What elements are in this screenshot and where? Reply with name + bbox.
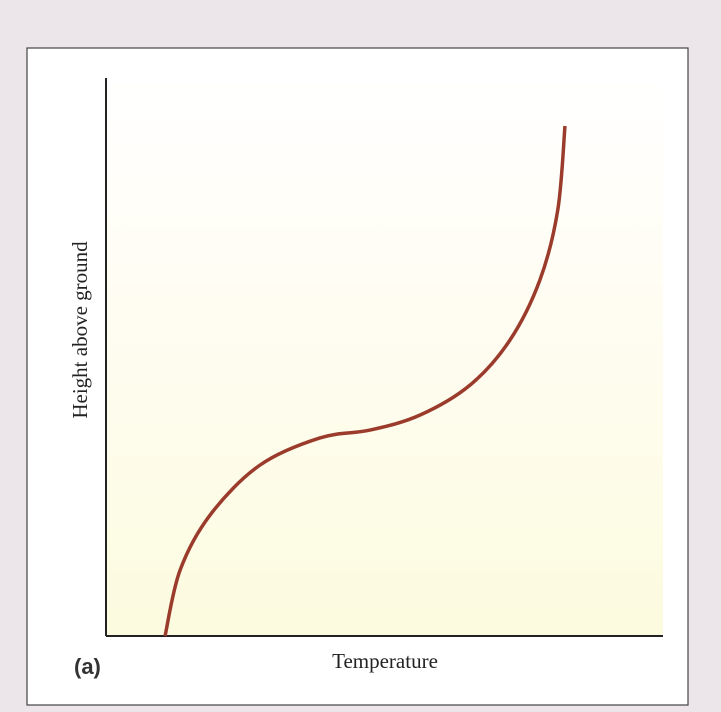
- curve: [163, 125, 567, 637]
- plot-area: [106, 78, 663, 636]
- panel-label: (a): [74, 654, 101, 679]
- y-axis-label: Height above ground: [68, 241, 92, 419]
- x-axis-label: Temperature: [332, 649, 438, 673]
